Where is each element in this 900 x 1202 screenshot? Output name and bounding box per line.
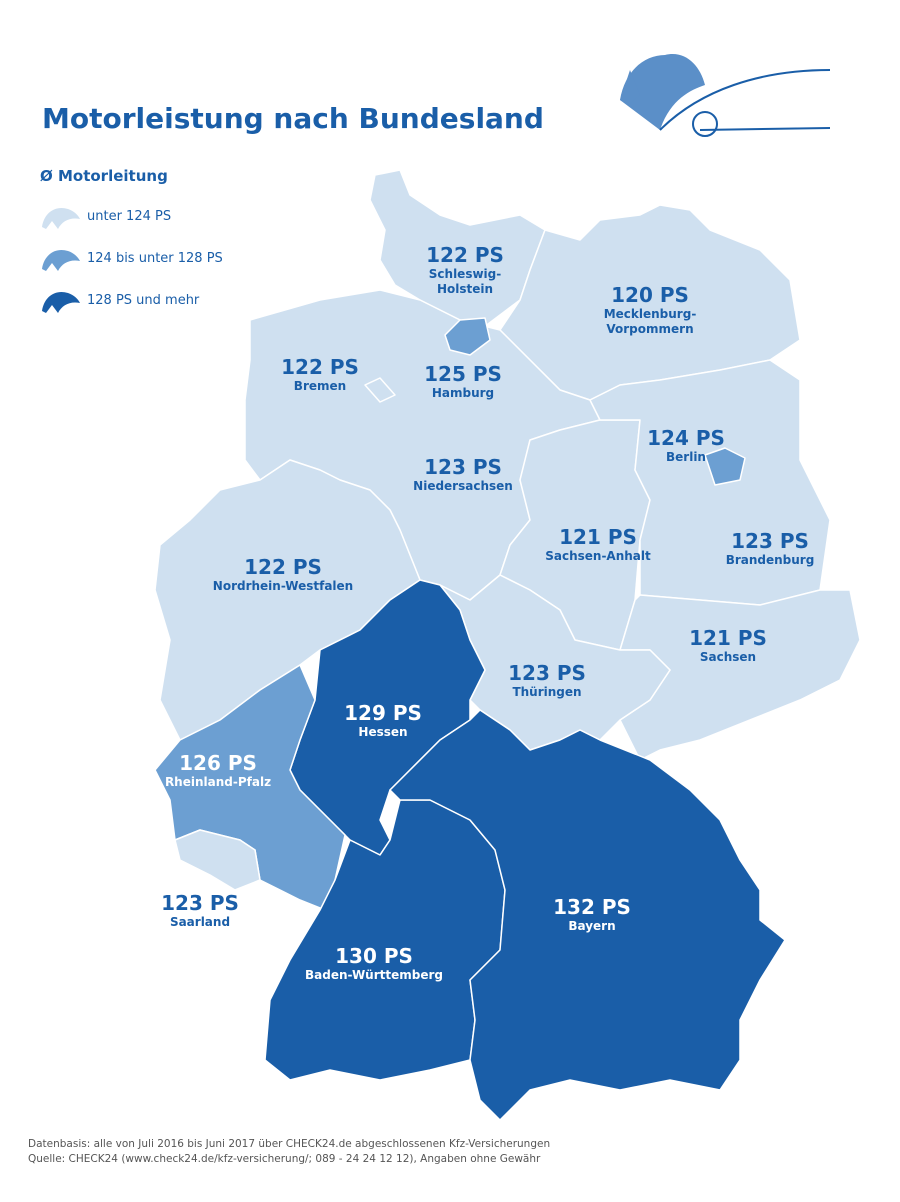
state-value: 121 PS xyxy=(689,626,767,650)
state-value: 123 PS xyxy=(161,891,239,915)
map xyxy=(154,169,861,1121)
state-name: Bremen xyxy=(294,379,346,393)
state-value: 120 PS xyxy=(611,283,689,307)
state-name: Sachsen-Anhalt xyxy=(545,549,651,563)
title: Motorleistung nach Bundesland xyxy=(42,102,544,135)
state-value: 132 PS xyxy=(553,895,631,919)
state-value: 125 PS xyxy=(424,362,502,386)
state-name: Bayern xyxy=(568,919,615,933)
state-name: Rheinland-Pfalz xyxy=(165,775,271,789)
legend-icon xyxy=(42,207,80,229)
state-value: 123 PS xyxy=(731,529,809,553)
state-value: 122 PS xyxy=(426,243,504,267)
state-value: 130 PS xyxy=(335,944,413,968)
state-value: 122 PS xyxy=(244,555,322,579)
legend-icon xyxy=(42,291,80,313)
state-name: Baden-Württemberg xyxy=(305,968,443,982)
footer-line: Datenbasis: alle von Juli 2016 bis Juni … xyxy=(28,1138,550,1150)
state-name: Niedersachsen xyxy=(413,479,513,493)
state-name: Brandenburg xyxy=(726,553,815,567)
state-value: 123 PS xyxy=(424,455,502,479)
state-value: 121 PS xyxy=(559,525,637,549)
state-shape xyxy=(389,709,786,1121)
state-name: Hessen xyxy=(358,725,407,739)
legend-label: 124 bis unter 128 PS xyxy=(87,251,223,266)
state-name: Nordrhein-Westfalen xyxy=(213,579,353,593)
logo xyxy=(620,54,831,137)
state-shape xyxy=(364,377,396,403)
state-value: 126 PS xyxy=(179,751,257,775)
legend-title: Ø Motorleitung xyxy=(40,167,168,185)
legend-label: 128 PS und mehr xyxy=(87,293,200,308)
state-shape xyxy=(704,447,746,486)
state-value: 122 PS xyxy=(281,355,359,379)
state-name: Hamburg xyxy=(432,386,494,400)
state-shape xyxy=(444,317,491,356)
state-shape xyxy=(369,169,546,331)
state-value: 124 PS xyxy=(647,426,725,450)
state-name: Holstein xyxy=(437,282,493,296)
legend: Ø Motorleitung unter 124 PS 124 bis unter… xyxy=(40,167,223,313)
state-name: Berlin xyxy=(666,450,706,464)
footer: Datenbasis: alle von Juli 2016 bis Juni … xyxy=(28,1138,550,1165)
state-value: 129 PS xyxy=(344,701,422,725)
state-name: Thüringen xyxy=(512,685,581,699)
state-name: Mecklenburg- xyxy=(604,307,697,321)
state-name: Saarland xyxy=(170,915,230,929)
state-value: 123 PS xyxy=(508,661,586,685)
state-shape xyxy=(174,829,261,891)
state-name: Schleswig- xyxy=(429,267,501,281)
footer-line: Quelle: CHECK24 (www.check24.de/kfz-vers… xyxy=(28,1153,541,1165)
state-name: Sachsen xyxy=(700,650,756,664)
legend-label: unter 124 PS xyxy=(87,209,171,224)
legend-icon xyxy=(42,249,80,271)
state-name: Vorpommern xyxy=(606,322,693,336)
